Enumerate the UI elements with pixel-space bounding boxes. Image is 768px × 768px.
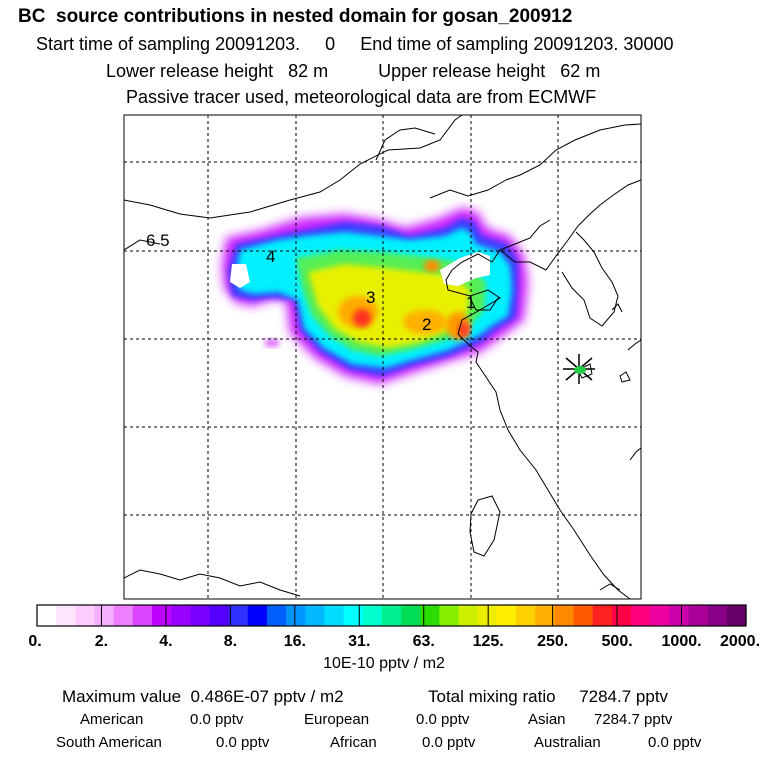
colorbar-tick-labels: 0. 2. 4. 8. 16. 31. 63. 125. 250. 500. 1000. 2000. bbox=[28, 605, 760, 650]
colorbar-swatch bbox=[726, 605, 747, 626]
colorbar bbox=[37, 605, 747, 626]
start-value: 20091203. 0 bbox=[215, 34, 336, 54]
colorbar-swatch bbox=[439, 605, 460, 626]
colorbar-tick-label: 500. bbox=[602, 633, 633, 650]
colorbar-swatch bbox=[611, 605, 632, 626]
colorbar-tick-label: 2000. bbox=[720, 633, 760, 650]
lower-label: Lower release height bbox=[106, 61, 274, 81]
region-value: 0.0 pptv bbox=[648, 734, 702, 751]
colorbar-swatch bbox=[113, 605, 134, 626]
colorbar-swatch bbox=[477, 605, 498, 626]
upper-label: Upper release height bbox=[378, 61, 546, 81]
release-height-line: Lower release height 82 m Upper release … bbox=[106, 61, 600, 82]
max-label: Maximum value bbox=[62, 687, 182, 706]
colorbar-tick-label: 0. bbox=[28, 633, 41, 650]
colorbar-swatch bbox=[37, 605, 57, 626]
colorbar-tick-label: 8. bbox=[224, 633, 237, 650]
map-frame bbox=[123, 114, 642, 600]
colorbar-swatch bbox=[669, 605, 690, 626]
colorbar-swatch bbox=[209, 605, 230, 626]
colorbar-swatch bbox=[75, 605, 96, 626]
colorbar-swatch bbox=[190, 605, 211, 626]
colorbar-swatch bbox=[573, 605, 594, 626]
region-name: American bbox=[80, 711, 144, 728]
colorbar-swatch bbox=[305, 605, 326, 626]
end-label: End time of sampling bbox=[360, 34, 529, 54]
end-value: 20091203. 30000 bbox=[533, 34, 674, 54]
region-name: Asian bbox=[528, 711, 566, 728]
colorbar-label: 10E-10 pptv / m2 bbox=[323, 655, 445, 672]
colorbar-tick-label: 1000. bbox=[662, 633, 702, 650]
colorbar-tick-label: 63. bbox=[413, 633, 435, 650]
receptor-marker-icon bbox=[563, 354, 595, 384]
source-marker-4: 4 bbox=[266, 247, 275, 266]
colorbar-tick-label: 250. bbox=[537, 633, 568, 650]
source-marker-2: 2 bbox=[422, 315, 431, 334]
region-value: 0.0 pptv bbox=[216, 734, 270, 751]
total-label: Total mixing ratio bbox=[428, 687, 556, 706]
graticule bbox=[124, 115, 641, 599]
upper-value: 62 m bbox=[560, 61, 601, 81]
colorbar-swatch bbox=[707, 605, 728, 626]
colorbar-swatch bbox=[228, 605, 249, 626]
sampling-time-line: Start time of sampling 20091203. 0 End t… bbox=[36, 34, 673, 55]
colorbar-swatch bbox=[343, 605, 364, 626]
colorbar-swatch bbox=[171, 605, 191, 626]
region-name: African bbox=[330, 734, 377, 751]
region-name: Australian bbox=[534, 734, 601, 751]
colorbar-swatch bbox=[286, 605, 306, 626]
colorbar-swatch bbox=[592, 605, 613, 626]
colorbar-swatch bbox=[132, 605, 153, 626]
colorbar-swatch bbox=[688, 605, 709, 626]
tracer-note: Passive tracer used, meteorological data… bbox=[126, 87, 597, 107]
colorbar-swatch bbox=[381, 605, 402, 626]
colorbar-swatch bbox=[362, 605, 383, 626]
region-value: 0.0 pptv bbox=[190, 711, 244, 728]
colorbar-tick-label: 125. bbox=[473, 633, 504, 650]
region-value: 7284.7 pptv bbox=[594, 711, 673, 728]
bohai-sea-gap bbox=[230, 252, 490, 288]
colorbar-swatch bbox=[94, 605, 115, 626]
colorbar-swatch bbox=[56, 605, 76, 626]
colorbar-tick-label: 31. bbox=[348, 633, 370, 650]
colorbar-swatch bbox=[420, 605, 440, 626]
colorbar-swatch bbox=[535, 605, 555, 626]
colorbar-swatch bbox=[650, 605, 670, 626]
total-value: 7284.7 pptv bbox=[579, 687, 669, 706]
total-mixing-ratio-line: Total mixing ratio 7284.7 pptv bbox=[428, 687, 668, 707]
colorbar-swatch bbox=[151, 605, 172, 626]
region-name: European bbox=[304, 711, 370, 728]
source-marker-3: 3 bbox=[366, 288, 375, 307]
region-value: 0.0 pptv bbox=[422, 734, 476, 751]
source-marker-6-5: 6 5 bbox=[146, 231, 170, 250]
colorbar-tick-label: 2. bbox=[95, 633, 108, 650]
colorbar-swatch bbox=[554, 605, 575, 626]
lower-value: 82 m bbox=[288, 61, 329, 81]
colorbar-swatch bbox=[516, 605, 536, 626]
colorbar-swatch bbox=[401, 605, 421, 626]
plume-layer-red bbox=[353, 309, 470, 338]
max-value: 0.486E-07 pptv / m2 bbox=[190, 687, 344, 706]
colorbar-tick-label: 16. bbox=[284, 633, 306, 650]
maximum-value-line: Maximum value 0.486E-07 pptv / m2 bbox=[62, 687, 344, 707]
start-label: Start time of sampling bbox=[36, 34, 211, 54]
colorbar-swatch bbox=[266, 605, 287, 626]
region-value: 0.0 pptv bbox=[416, 711, 470, 728]
region-name: South American bbox=[56, 734, 162, 751]
colorbar-swatch bbox=[496, 605, 517, 626]
coastlines bbox=[124, 115, 641, 599]
source-marker-1: 1 bbox=[466, 293, 475, 312]
colorbar-swatch bbox=[631, 605, 651, 626]
colorbar-swatch bbox=[458, 605, 479, 626]
colorbar-swatch bbox=[247, 605, 268, 626]
chart-title: BC source contributions in nested domain… bbox=[18, 6, 573, 27]
colorbar-swatch bbox=[324, 605, 345, 626]
colorbar-tick-label: 4. bbox=[159, 633, 172, 650]
